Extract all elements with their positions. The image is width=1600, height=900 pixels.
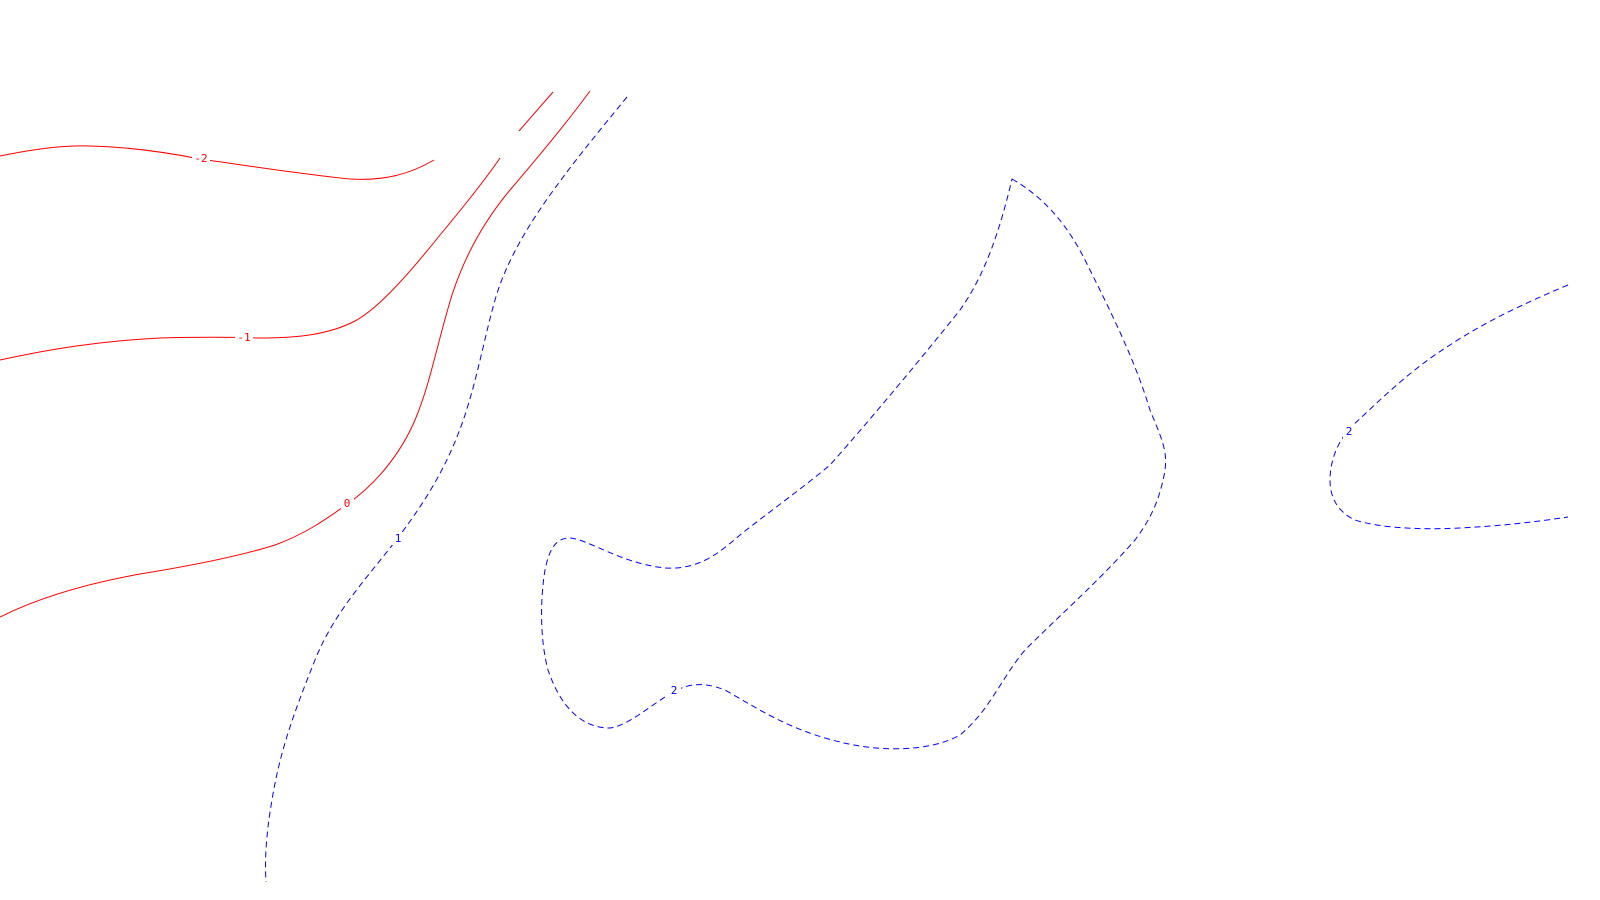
contour-line-level-1: [265, 96, 628, 883]
contour-label-neg1: -1: [235, 331, 253, 344]
contour-label-2-central-text: 2: [671, 684, 678, 697]
contour-label-1: 1: [392, 532, 405, 545]
contour-label-1-text: 1: [395, 532, 402, 545]
contour-line-level-0: [0, 90, 591, 618]
contour-label-0-text: 0: [344, 497, 351, 510]
contour-label-2-right: 2: [1343, 425, 1356, 438]
contour-label-neg2-text: -2: [194, 152, 207, 165]
contour-line-level-neg2-upper: [518, 91, 554, 132]
contour-label-0: 0: [341, 497, 354, 510]
contour-line-level-2-right: [1329, 284, 1569, 530]
contour-line-level-neg1: [0, 157, 501, 361]
contour-label-2-central: 2: [668, 684, 681, 697]
contour-label-neg2: -2: [192, 152, 210, 165]
contour-label-neg1-text: -1: [237, 331, 250, 344]
contour-label-2-right-text: 2: [1346, 425, 1353, 438]
